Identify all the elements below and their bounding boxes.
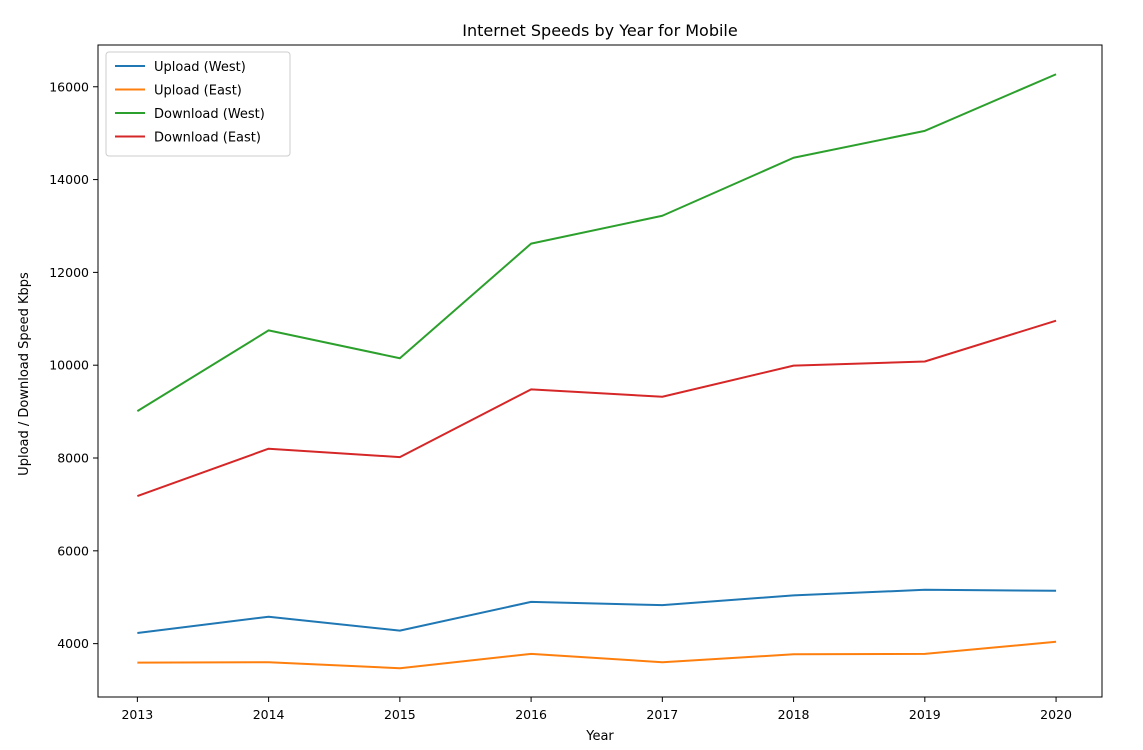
- y-tick-label: 14000: [49, 172, 89, 187]
- y-axis-label: Upload / Download Speed Kbps: [17, 272, 32, 476]
- x-axis-ticks: 2013 2014 2015 2016 2017 2018 2019 2020: [121, 697, 1072, 722]
- series-line-2: [136, 73, 1057, 412]
- x-tick-label: 2016: [515, 707, 547, 722]
- legend-label: Download (East): [154, 131, 261, 146]
- y-tick-label: 10000: [49, 358, 89, 373]
- legend-label: Upload (East): [154, 84, 242, 99]
- series-line-1: [137, 640, 1057, 670]
- series-lines: [136, 73, 1057, 670]
- x-tick-label: 2015: [384, 707, 416, 722]
- x-tick-label: 2013: [121, 707, 153, 722]
- x-tick-label: 2017: [646, 707, 678, 722]
- y-tick-label: 6000: [57, 543, 89, 558]
- y-tick-label: 4000: [57, 636, 89, 651]
- y-tick-label: 16000: [49, 79, 89, 94]
- chart-title: Internet Speeds by Year for Mobile: [462, 21, 737, 40]
- plot-area-frame: [97, 44, 1103, 698]
- series-line-0: [137, 588, 1057, 634]
- legend: Upload (West) Upload (East) Download (West…: [105, 51, 291, 157]
- legend-box: [105, 51, 291, 157]
- legend-label: Download (West): [154, 107, 265, 122]
- y-tick-label: 12000: [49, 265, 89, 280]
- y-axis-ticks: 4000 6000 8000 10000 12000 14000 16000: [49, 79, 98, 651]
- series-line-3: [137, 319, 1057, 498]
- x-tick-label: 2014: [253, 707, 285, 722]
- x-tick-label: 2018: [778, 707, 810, 722]
- x-tick-label: 2019: [909, 707, 941, 722]
- x-tick-label: 2020: [1040, 707, 1072, 722]
- x-axis-label: Year: [585, 729, 614, 744]
- legend-label: Upload (West): [154, 60, 246, 75]
- y-tick-label: 8000: [57, 451, 89, 466]
